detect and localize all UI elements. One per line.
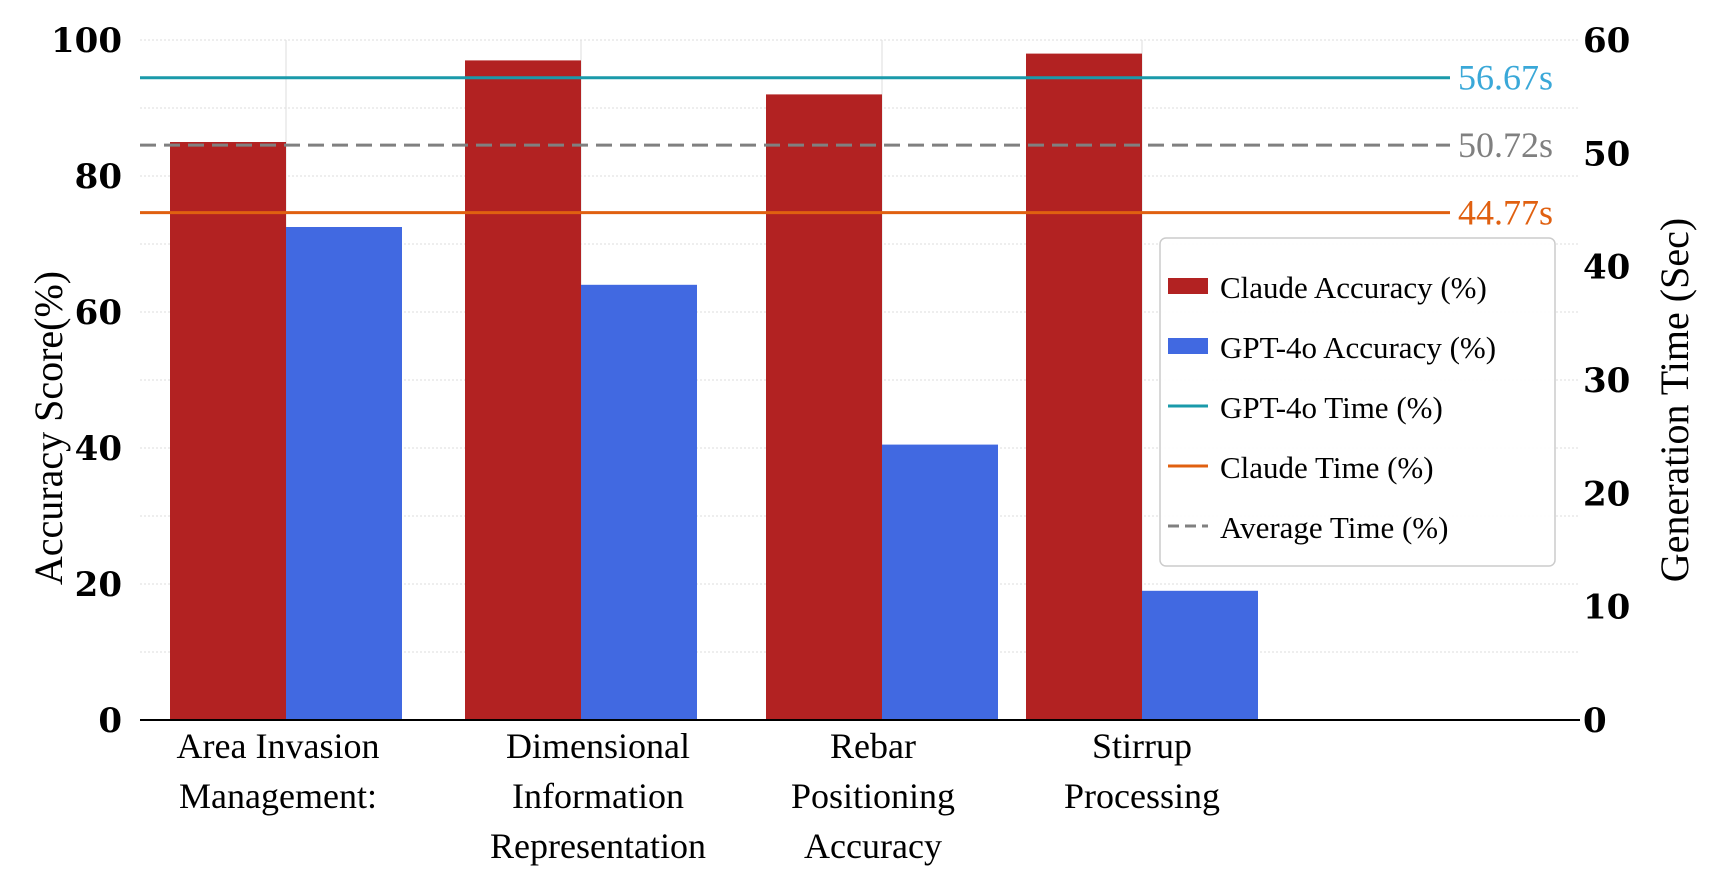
y2-axis-title: Generation Time (Sec): [1652, 218, 1697, 582]
y-tick-label: 60: [75, 293, 122, 333]
bar-claude-3: [1026, 53, 1142, 721]
bar-claude-0: [170, 142, 286, 720]
ref-line-label-1: 50.72s: [1458, 125, 1553, 165]
bar-gpt4o-0: [286, 227, 402, 720]
y-tick-label: 100: [51, 21, 122, 61]
legend-box: [1159, 237, 1556, 567]
category-label-1: Dimensional Information Representation: [490, 726, 706, 866]
y2-tick-label: 50: [1583, 134, 1630, 174]
y-tick-label: 0: [98, 701, 122, 741]
y2-tick-label: 0: [1583, 701, 1607, 741]
bar-gpt4o-1: [581, 284, 697, 720]
bars: [170, 53, 1258, 721]
legend-swatch-1: [1168, 338, 1208, 354]
bar-gpt4o-3: [1142, 590, 1258, 720]
bar-claude-1: [465, 60, 581, 720]
y2-tick-label: 30: [1583, 361, 1630, 401]
category-labels: Area Invasion Management: Dimensional Infor…: [177, 726, 1220, 866]
y2-tick-label: 20: [1583, 474, 1630, 514]
reference-lines: 56.67s 50.72s 44.77s: [140, 58, 1553, 233]
y-tick-label: 20: [75, 565, 122, 605]
bar-gpt4o-2: [882, 444, 998, 720]
legend: Claude Accuracy (%) GPT-4o Accuracy (%) GP…: [1159, 237, 1556, 567]
ref-line-label-2: 44.77s: [1458, 193, 1553, 233]
legend-label-0: Claude Accuracy (%): [1220, 270, 1487, 305]
category-label-2: Rebar Positioning Accuracy: [791, 726, 955, 866]
y2-tick-label: 60: [1583, 21, 1630, 61]
y2-tick-label: 40: [1583, 248, 1630, 288]
y2-tick-label: 10: [1583, 588, 1630, 628]
legend-label-1: GPT-4o Accuracy (%): [1220, 330, 1496, 365]
y-tick-label: 80: [75, 157, 122, 197]
legend-label-2: GPT-4o Time (%): [1220, 390, 1443, 425]
bar-claude-2: [766, 94, 882, 720]
tick-labels: 0 20 40 60 80 100 0 10 20 30 40 50 60: [51, 21, 1630, 741]
ref-line-label-0: 56.67s: [1458, 58, 1553, 98]
y-axis-title: Accuracy Score(%): [26, 271, 71, 585]
legend-label-4: Average Time (%): [1220, 510, 1448, 545]
legend-swatch-0: [1168, 278, 1208, 294]
category-label-3: Stirrup Processing: [1064, 726, 1220, 816]
y-tick-label: 40: [75, 429, 122, 469]
legend-label-3: Claude Time (%): [1220, 450, 1434, 485]
category-label-0: Area Invasion Management:: [177, 726, 380, 816]
